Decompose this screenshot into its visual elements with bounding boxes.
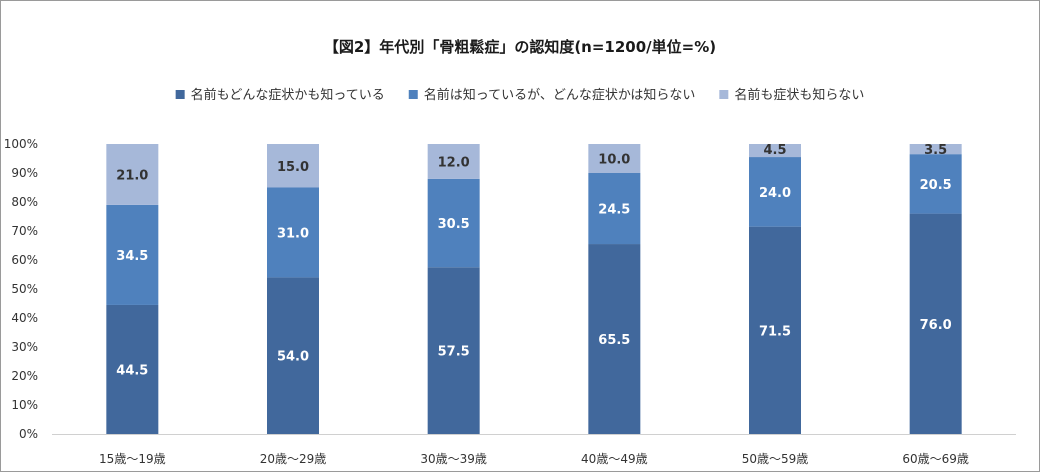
- y-tick-label: 20%: [11, 369, 38, 383]
- data-label: 30.5: [438, 217, 470, 232]
- data-label: 34.5: [116, 249, 148, 264]
- x-tick-label: 15歳～19歳: [99, 452, 166, 466]
- bars: 44.5 34.5 21.0 54.0 31.0 15.0 57.5 30.5 12.0 65.5…: [106, 143, 962, 434]
- x-tick-label: 60歳～69歳: [902, 452, 969, 466]
- data-label: 21.0: [116, 168, 148, 183]
- legend: 名前もどんな症状かも知っている 名前は知っているが、どんな症状かは知らない 名前…: [175, 87, 864, 103]
- data-label: 57.5: [438, 345, 470, 360]
- bar-segment-name-only: [588, 173, 641, 245]
- data-label: 12.0: [438, 155, 470, 170]
- bar-segment-name-only: [106, 204, 159, 305]
- y-tick-label: 90%: [11, 166, 38, 180]
- bar-segment-unaware: [749, 144, 801, 158]
- bar-segment-unaware: [909, 144, 962, 155]
- x-tick-label: 20歳～29歳: [260, 452, 327, 466]
- legend-label-name-only: 名前は知っているが、どんな症状かは知らない: [424, 87, 696, 103]
- chart-title: 【図2】年代別「骨粗鬆症」の認知度(n=1200/単位=%): [324, 38, 716, 56]
- bar-segment-aware-all: [588, 244, 641, 434]
- bar-segment-name-only: [749, 157, 801, 227]
- x-tick-label: 50歳～59歳: [742, 452, 809, 466]
- bar-segment-name-only: [267, 187, 319, 278]
- data-label: 20.5: [920, 178, 952, 193]
- bar-segment-aware-all: [749, 226, 801, 434]
- data-label: 10.0: [598, 153, 630, 168]
- bar-segment-name-only: [427, 178, 480, 268]
- data-label: 24.5: [598, 203, 630, 218]
- y-tick-label: 10%: [11, 398, 38, 412]
- y-tick-label: 30%: [11, 340, 38, 354]
- data-label: 31.0: [277, 226, 309, 241]
- bar-segment-aware-all: [267, 277, 319, 434]
- data-label: 65.5: [598, 333, 630, 348]
- y-tick-label: 40%: [11, 311, 38, 325]
- bar-segment-unaware: [588, 144, 641, 173]
- bar-segment-unaware: [427, 144, 480, 179]
- x-tick-label: 40歳～49歳: [581, 452, 648, 466]
- y-tick-label: 100%: [4, 137, 38, 151]
- legend-swatch-name-only: [408, 90, 418, 99]
- x-axis: 15歳～19歳 20歳～29歳 30歳～39歳 40歳～49歳 50歳～59歳 60歳～6…: [52, 434, 1016, 466]
- legend-swatch-aware-all: [175, 90, 185, 99]
- data-label: 15.0: [277, 160, 309, 175]
- data-label: 4.5: [763, 143, 786, 158]
- data-label: 76.0: [920, 318, 952, 333]
- legend-label-aware-all: 名前もどんな症状かも知っている: [191, 87, 385, 103]
- y-tick-label: 70%: [11, 224, 38, 238]
- bar-segment-unaware: [267, 144, 319, 188]
- bar-segment-name-only: [909, 154, 962, 214]
- y-tick-label: 60%: [11, 253, 38, 267]
- bar-segment-aware-all: [106, 304, 159, 434]
- y-tick-label: 0%: [19, 427, 38, 441]
- legend-swatch-unaware: [719, 90, 729, 99]
- bar-segment-unaware: [106, 144, 159, 205]
- legend-label-unaware: 名前も症状も知らない: [734, 87, 864, 103]
- x-tick-label: 30歳～39歳: [420, 452, 487, 466]
- bar-segment-aware-all: [909, 213, 962, 434]
- data-label: 71.5: [759, 324, 791, 339]
- y-axis: 0% 10% 20% 30% 40% 50% 60% 70% 80% 90% 100%: [4, 137, 38, 441]
- y-tick-label: 80%: [11, 195, 38, 209]
- data-label: 44.5: [116, 363, 148, 378]
- y-tick-label: 50%: [11, 282, 38, 296]
- data-label: 24.0: [759, 186, 791, 201]
- data-label: 3.5: [924, 143, 947, 158]
- bar-segment-aware-all: [427, 267, 480, 434]
- data-label: 54.0: [277, 350, 309, 365]
